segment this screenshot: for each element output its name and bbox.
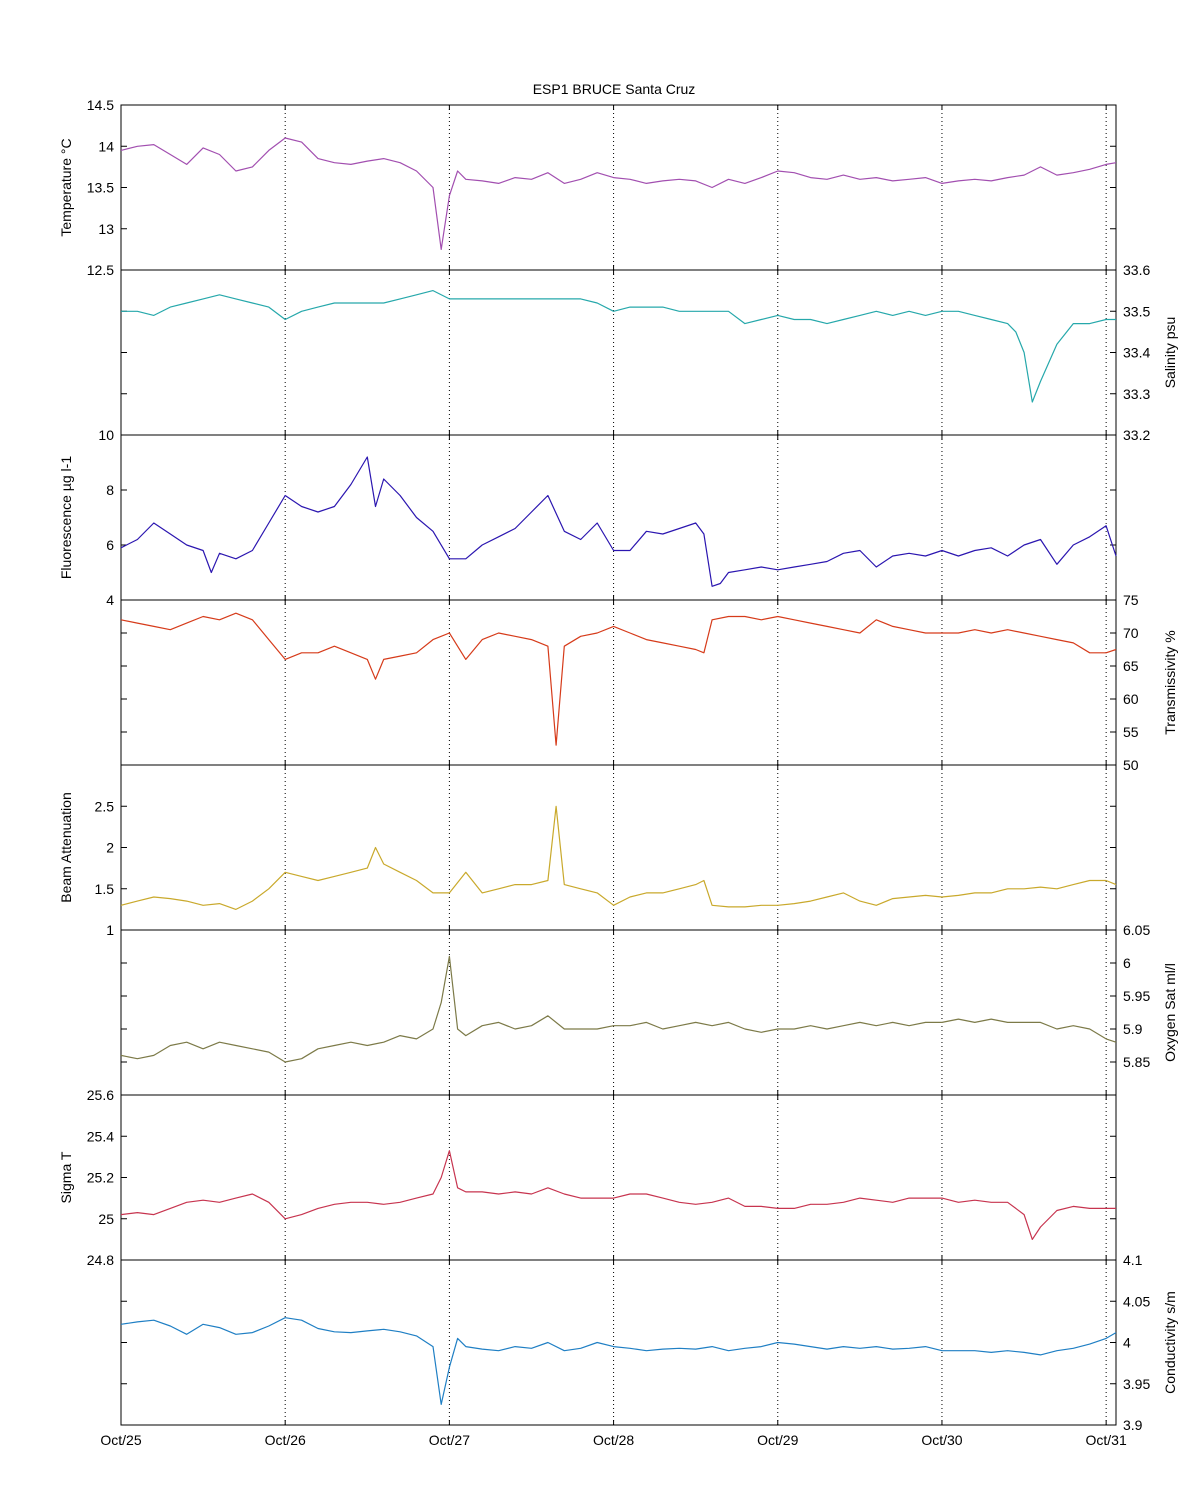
panel-sigma_t: 24.8 25 25.2 25.4 25.6 Sigma T — [58, 1087, 1117, 1268]
series-line-oxygen_sat — [120, 955, 1117, 1063]
y-axis-label: Fluorescence µg l-1 — [58, 456, 74, 579]
y-tick-label: 12.5 — [87, 262, 114, 278]
y-tick-label: 33.6 — [1123, 262, 1150, 278]
y-tick-label: 8 — [106, 482, 114, 498]
y-tick-label: 4.1 — [1123, 1252, 1143, 1268]
y-tick-label: 1.5 — [95, 881, 115, 897]
axes-frame — [120, 929, 1117, 1096]
x-tick-label: Oct/30 — [921, 1432, 962, 1448]
y-axis-label: Oxygen Sat ml/l — [1162, 963, 1178, 1062]
y-tick-label: 5.95 — [1123, 988, 1150, 1004]
axes-frame — [120, 434, 1117, 601]
y-tick-label: 60 — [1123, 691, 1139, 707]
axes-frame — [120, 599, 1117, 766]
axes-frame — [120, 764, 1117, 931]
y-tick-label: 33.3 — [1123, 386, 1150, 402]
panel-oxygen_sat: 5.85 5.9 5.95 6 6.05 Oxygen Sat ml/l — [120, 922, 1178, 1096]
y-tick-label: 33.4 — [1123, 345, 1150, 361]
y-tick-label: 6.05 — [1123, 922, 1150, 938]
series-line-beam_attenuation — [120, 805, 1117, 911]
y-tick-label: 25 — [98, 1211, 114, 1227]
y-tick-label: 2 — [106, 840, 114, 856]
x-tick-label: Oct/29 — [757, 1432, 798, 1448]
y-tick-label: 25.2 — [87, 1170, 114, 1186]
y-tick-label: 55 — [1123, 724, 1139, 740]
y-axis-label: Transmissivity % — [1162, 630, 1178, 735]
y-tick-label: 4.05 — [1123, 1293, 1150, 1309]
panel-transmissivity: 50 55 60 65 70 75 Transmissivity % — [120, 592, 1178, 773]
y-axis-label: Salinity psu — [1162, 317, 1178, 389]
y-axis-label: Conductivity s/m — [1162, 1291, 1178, 1394]
y-tick-label: 5.85 — [1123, 1054, 1150, 1070]
y-tick-label: 65 — [1123, 658, 1139, 674]
y-tick-label: 6 — [106, 537, 114, 553]
series-line-conductivity — [120, 1317, 1117, 1406]
panel-fluorescence: 4 6 8 10 Fluorescence µg l-1 — [58, 427, 1117, 608]
axes-frame — [120, 1259, 1117, 1426]
y-tick-label: 25.4 — [87, 1128, 114, 1144]
axes-frame — [120, 269, 1117, 436]
x-tick-label: Oct/26 — [265, 1432, 306, 1448]
axes-frame — [120, 104, 1117, 271]
x-tick-label: Oct/31 — [1086, 1432, 1127, 1448]
x-tick-label: Oct/27 — [429, 1432, 470, 1448]
panel-temperature: 12.5 13 13.5 14 14.5 Temperature °C — [58, 97, 1117, 278]
panel-salinity: 33.2 33.3 33.4 33.5 33.6 Salinity psu — [120, 262, 1178, 443]
y-tick-label: 50 — [1123, 757, 1139, 773]
y-tick-label: 70 — [1123, 625, 1139, 641]
y-tick-label: 3.9 — [1123, 1417, 1143, 1433]
figure-title: ESP1 BRUCE Santa Cruz — [533, 81, 696, 97]
y-tick-label: 33.2 — [1123, 427, 1150, 443]
y-tick-label: 3.95 — [1123, 1376, 1150, 1392]
y-tick-label: 4 — [1123, 1335, 1131, 1351]
y-tick-label: 4 — [106, 592, 114, 608]
y-axis-label: Beam Attenuation — [58, 792, 74, 903]
y-tick-label: 2.5 — [95, 798, 115, 814]
y-tick-label: 10 — [98, 427, 114, 443]
x-tick-labels: Oct/25 Oct/26 Oct/27 Oct/28 Oct/29 Oct/30 Oct/… — [100, 1432, 1127, 1448]
x-tick-label: Oct/25 — [100, 1432, 141, 1448]
y-tick-label: 33.5 — [1123, 303, 1150, 319]
y-tick-label: 13.5 — [87, 180, 114, 196]
x-tick-label: Oct/28 — [593, 1432, 634, 1448]
y-tick-label: 75 — [1123, 592, 1139, 608]
panel-beam_attenuation: 1 1.5 2 2.5 Beam Attenuation — [58, 764, 1117, 938]
series-line-temperature — [120, 137, 1117, 250]
y-axis-label: Temperature °C — [58, 138, 74, 236]
series-line-transmissivity — [120, 612, 1117, 746]
series-line-fluorescence — [120, 456, 1117, 587]
y-tick-label: 25.6 — [87, 1087, 114, 1103]
series-line-sigma_t — [120, 1150, 1116, 1241]
y-tick-label: 13 — [98, 221, 114, 237]
panel-conductivity: 3.9 3.95 4 4.05 4.1 Conductivity s/m — [120, 1252, 1178, 1433]
axes-frame — [120, 1094, 1117, 1261]
y-tick-label: 14 — [98, 138, 114, 154]
series-line-salinity — [121, 290, 1116, 403]
y-tick-label: 14.5 — [87, 97, 114, 113]
y-tick-label: 5.9 — [1123, 1021, 1143, 1037]
y-tick-label: 6 — [1123, 955, 1131, 971]
y-tick-label: 1 — [106, 922, 114, 938]
y-axis-label: Sigma T — [58, 1151, 74, 1203]
y-tick-label: 24.8 — [87, 1252, 114, 1268]
